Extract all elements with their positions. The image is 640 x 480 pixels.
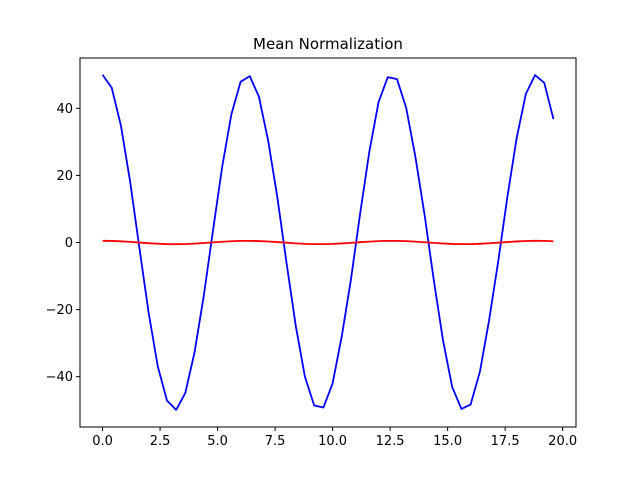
x-tick-label: 12.5 (376, 434, 405, 449)
x-tick-label: 0.0 (92, 434, 113, 449)
chart-title: Mean Normalization (253, 35, 403, 53)
y-tick-label: 0 (65, 236, 73, 251)
x-tick-label: 2.5 (150, 434, 171, 449)
x-tick-label: 7.5 (265, 434, 286, 449)
x-tick-label: 15.0 (433, 434, 462, 449)
x-tick-label: 5.0 (207, 434, 228, 449)
x-tick-label: 20.0 (548, 434, 577, 449)
series-layer (101, 74, 555, 411)
series-line-2 (102, 239, 554, 246)
x-axis-ticks: 0.0 2.5 5.0 7.5 10.0 12.5 15.0 17.5 20.0 (92, 427, 577, 449)
y-tick-label: −20 (46, 303, 73, 318)
x-tick-label: 17.5 (491, 434, 520, 449)
axes-frame (79, 57, 577, 428)
y-tick-label: 20 (56, 169, 73, 184)
y-tick-label: −40 (46, 370, 73, 385)
y-axis-ticks: −40 −20 0 20 40 (46, 102, 80, 385)
y-tick-label: 40 (56, 102, 73, 117)
x-tick-label: 10.0 (318, 434, 347, 449)
series-line-1 (101, 74, 555, 411)
